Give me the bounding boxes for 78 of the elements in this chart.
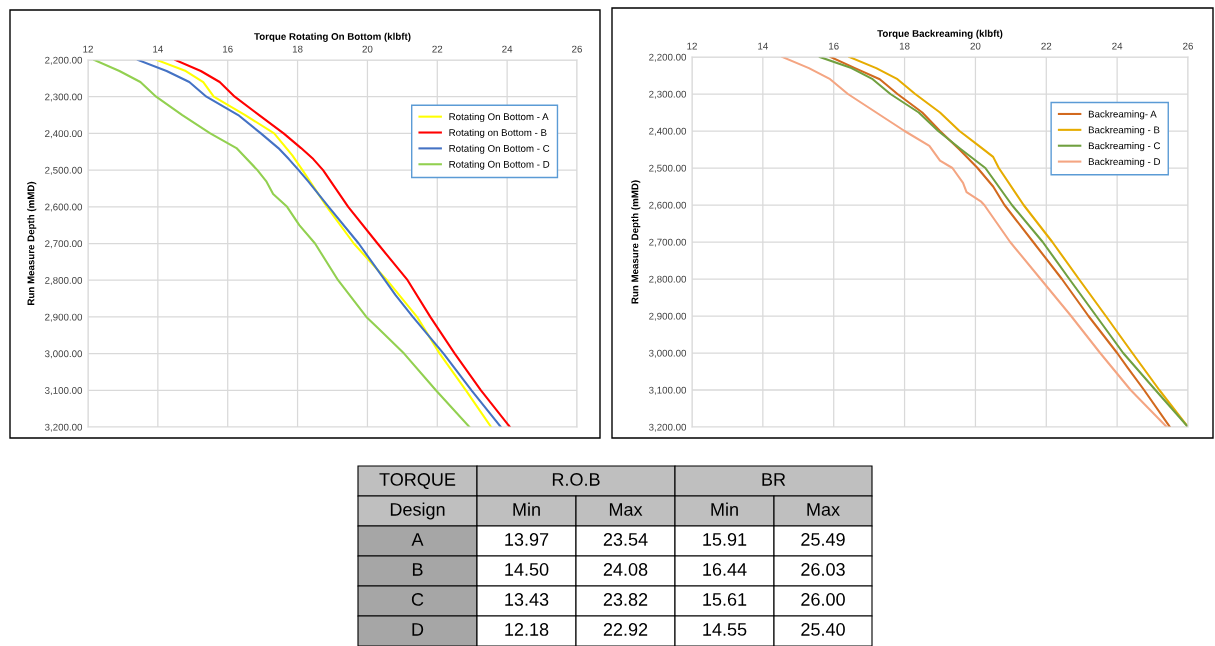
x-tick-label: 18 [292, 45, 303, 53]
y-tick-label: 3,000.00 [648, 349, 687, 358]
y-tick-label: 2,700.00 [649, 238, 687, 247]
text: Max [807, 503, 840, 516]
text: D [412, 623, 424, 636]
text: A [411, 533, 424, 546]
y-tick-label: 2,600.00 [649, 201, 687, 210]
text: R.O.B [552, 473, 600, 486]
x-tick-label: 14 [153, 45, 163, 53]
legend-label: Rotating On Bottom - D [449, 160, 550, 170]
y-tick-label: 2,800.00 [649, 275, 687, 284]
y-tick-label: 2,700.00 [45, 240, 83, 249]
y-axis-title: Run Measure Depth (mMD) [27, 181, 37, 305]
x-tick-label: 22 [1041, 42, 1052, 50]
y-tick-label: 2,500.00 [45, 166, 83, 175]
text: 26.00 [801, 593, 845, 606]
y-tick-label: 2,600.00 [45, 203, 83, 212]
legend-label: Rotating on Bottom - B [449, 128, 547, 138]
x-tick-label: 20 [970, 42, 981, 50]
text: 25.40 [801, 623, 845, 636]
y-tick-label: 3,100.00 [648, 386, 687, 395]
x-tick-label: 24 [1112, 42, 1123, 50]
text: B [412, 563, 423, 576]
x-tick-label: 14 [758, 42, 768, 50]
text: 22.92 [603, 623, 648, 636]
y-tick-label: 2,800.00 [45, 276, 83, 285]
text: 25.49 [801, 533, 845, 546]
text: 13.43 [505, 593, 549, 606]
legend-label: Backreaming - D [1088, 157, 1161, 168]
legend-label: Rotating On Bottom - C [449, 144, 550, 154]
text: C [411, 593, 424, 606]
legend-label: Backreaming - C [1088, 142, 1161, 152]
x-tick-label: 12 [687, 42, 697, 50]
y-axis-title: Run Measure Depth (mMD) [631, 180, 641, 304]
text: 16.44 [703, 563, 747, 576]
text: 15.91 [703, 533, 747, 546]
text: 24.08 [603, 563, 648, 576]
legend-label: Rotating On Bottom - A [449, 113, 549, 123]
x-tick-label: 24 [502, 45, 513, 53]
y-tick-label: 2,400.00 [45, 130, 83, 139]
text: Design [390, 502, 445, 520]
y-tick-label: 3,200.00 [44, 423, 83, 432]
y-tick-label: 3,200.00 [648, 423, 687, 432]
text: 26.03 [801, 563, 845, 576]
y-tick-label: 2,900.00 [45, 313, 83, 322]
y-tick-label: 2,500.00 [649, 164, 687, 173]
text: 23.54 [603, 533, 648, 546]
x-tick-label: 26 [572, 45, 582, 53]
y-tick-label: 2,300.00 [45, 93, 83, 102]
y-tick-label: 2,400.00 [649, 127, 687, 136]
x-tick-label: 12 [83, 45, 93, 53]
legend-label: Backreaming - B [1088, 126, 1160, 136]
y-tick-label: 3,000.00 [44, 350, 83, 359]
text: BR [762, 473, 786, 486]
text: Min [711, 502, 738, 516]
y-tick-label: 2,900.00 [649, 312, 687, 321]
x-axis-title: Torque Rotating On Bottom (klbft) [254, 32, 411, 42]
text: 15.61 [703, 593, 747, 606]
y-tick-label: 2,200.00 [649, 53, 687, 62]
x-tick-label: 16 [223, 45, 233, 53]
y-tick-label: 3,100.00 [44, 387, 83, 396]
x-axis-title: Torque Backreaming (klbft) [877, 29, 1003, 39]
text: Min [513, 502, 540, 516]
text: 12.18 [505, 623, 549, 636]
y-tick-label: 2,300.00 [649, 90, 687, 99]
x-tick-label: 16 [829, 42, 839, 50]
text: 13.97 [505, 533, 549, 546]
text: TORQUE [379, 473, 456, 490]
text: 23.82 [603, 593, 648, 606]
text: 14.50 [505, 563, 549, 576]
text: 14.55 [703, 623, 747, 636]
y-tick-label: 2,200.00 [45, 56, 83, 65]
x-tick-label: 18 [899, 42, 910, 50]
x-tick-label: 26 [1183, 42, 1193, 50]
x-tick-label: 20 [362, 45, 373, 53]
x-tick-label: 22 [432, 45, 443, 53]
legend-label: Backreaming- A [1088, 110, 1157, 120]
text: Max [609, 503, 643, 516]
